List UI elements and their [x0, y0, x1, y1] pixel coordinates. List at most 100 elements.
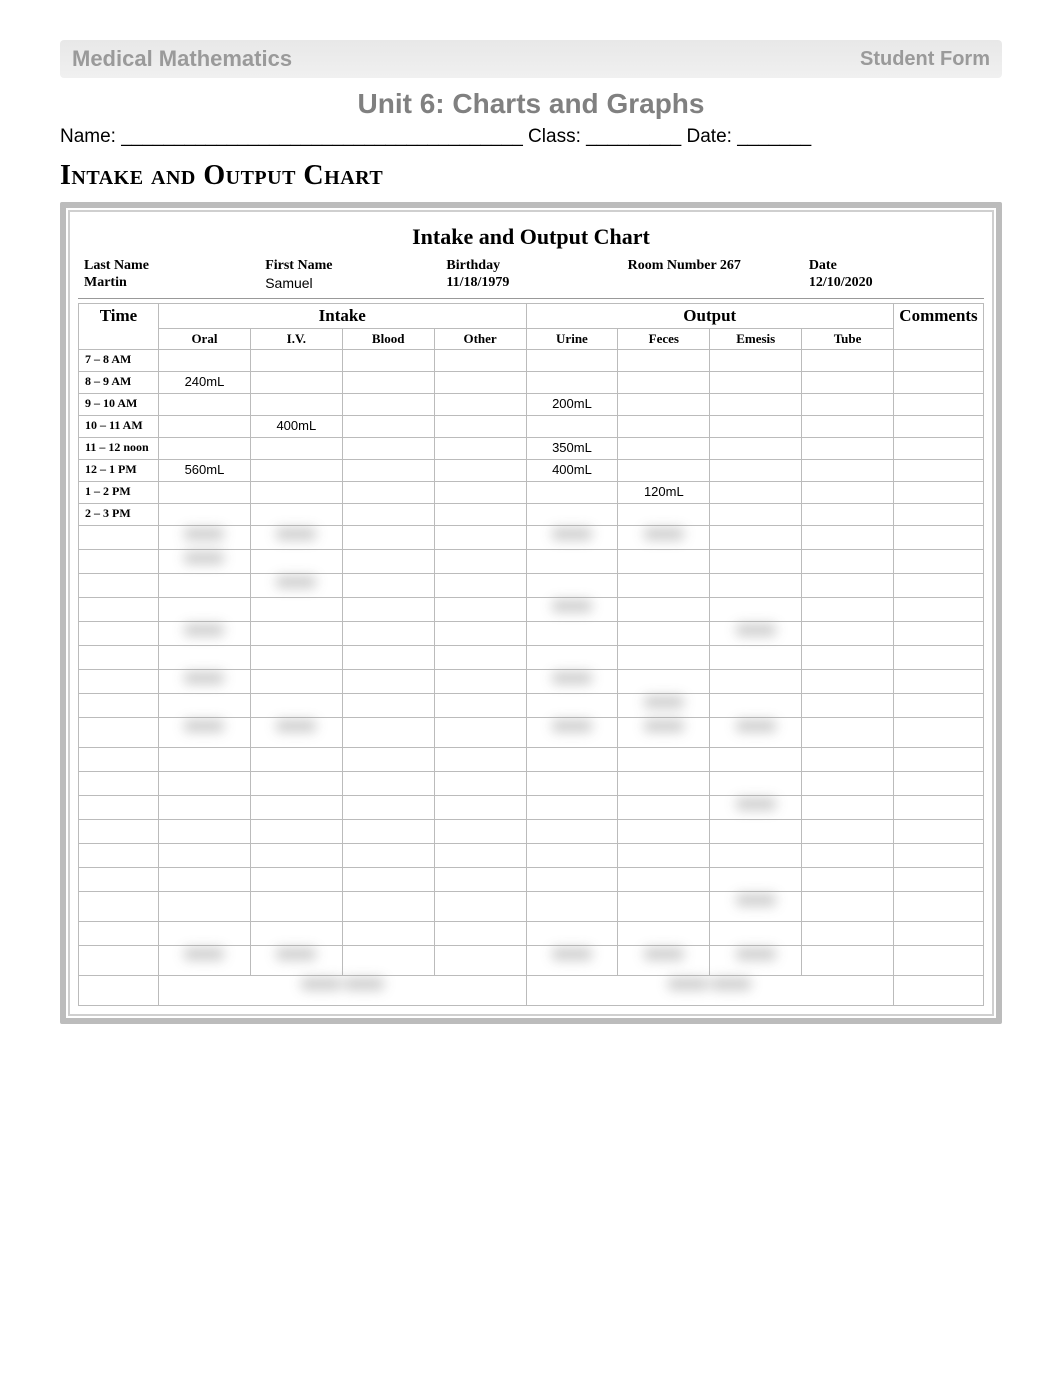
col-blood: Blood [342, 328, 434, 349]
blood-cell [342, 371, 434, 393]
date-label: Date [809, 258, 978, 275]
feces-cell [618, 393, 710, 415]
tube-cell [802, 459, 894, 481]
oral-cell [159, 503, 251, 525]
tube-cell [802, 415, 894, 437]
patient-info-row: Last Name Martin First Name Samuel Birth… [78, 258, 984, 299]
urine-cell [526, 371, 618, 393]
oral-cell [159, 437, 251, 459]
blood-cell [342, 349, 434, 371]
urine-cell: 350mL [526, 437, 618, 459]
col-comments: Comments [894, 303, 984, 349]
intake-output-table: Time Intake Output Comments Oral I.V. Bl… [78, 303, 984, 1006]
iv-cell [250, 459, 342, 481]
form-name-class-date: Name: __________________________________… [60, 126, 1002, 148]
iv-cell [250, 437, 342, 459]
col-output: Output [526, 303, 894, 328]
time-cell: 9 – 10 AM [79, 393, 159, 415]
col-oral: Oral [159, 328, 251, 349]
feces-cell [618, 437, 710, 459]
last-name-value: Martin [84, 275, 253, 292]
urine-cell [526, 415, 618, 437]
oral-cell [159, 349, 251, 371]
feces-cell [618, 371, 710, 393]
tube-cell [802, 437, 894, 459]
tube-cell [802, 481, 894, 503]
blood-cell [342, 437, 434, 459]
table-row: 11 – 12 noon 350mL [79, 437, 984, 459]
other-cell [434, 503, 526, 525]
iv-cell [250, 393, 342, 415]
feces-cell [618, 459, 710, 481]
first-name-label: First Name [265, 258, 434, 275]
emesis-cell [710, 371, 802, 393]
col-feces: Feces [618, 328, 710, 349]
col-time: Time [79, 303, 159, 349]
birthday-label: Birthday [446, 258, 615, 275]
obscured-rows [79, 525, 984, 1005]
chart-title: Intake and Output Chart [78, 224, 984, 250]
comments-cell [894, 371, 984, 393]
tube-cell [802, 393, 894, 415]
other-cell [434, 415, 526, 437]
comments-cell [894, 503, 984, 525]
col-emesis: Emesis [710, 328, 802, 349]
blood-cell [342, 481, 434, 503]
iv-cell: 400mL [250, 415, 342, 437]
comments-cell [894, 437, 984, 459]
chart-container: Intake and Output Chart Last Name Martin… [60, 202, 1002, 1024]
time-cell: 8 – 9 AM [79, 371, 159, 393]
emesis-cell [710, 393, 802, 415]
other-cell [434, 437, 526, 459]
tube-cell [802, 371, 894, 393]
feces-cell: 120mL [618, 481, 710, 503]
col-other: Other [434, 328, 526, 349]
col-iv: I.V. [250, 328, 342, 349]
iv-cell [250, 349, 342, 371]
unit-title: Unit 6: Charts and Graphs [60, 88, 1002, 120]
first-name-value: Samuel [265, 275, 434, 291]
table-row: 1 – 2 PM120mL [79, 481, 984, 503]
comments-cell [894, 415, 984, 437]
iv-cell [250, 503, 342, 525]
blood-cell [342, 415, 434, 437]
urine-cell: 400mL [526, 459, 618, 481]
blood-cell [342, 459, 434, 481]
table-row: 9 – 10 AM 200mL [79, 393, 984, 415]
time-cell: 7 – 8 AM [79, 349, 159, 371]
col-intake: Intake [159, 303, 527, 328]
table-row: 8 – 9 AM240mL [79, 371, 984, 393]
other-cell [434, 371, 526, 393]
table-row: 12 – 1 PM560mL400mL [79, 459, 984, 481]
urine-cell [526, 481, 618, 503]
oral-cell [159, 393, 251, 415]
section-heading: Intake and Output Chart [60, 160, 1002, 192]
feces-cell [618, 415, 710, 437]
header-left: Medical Mathematics [72, 46, 292, 72]
tube-cell [802, 349, 894, 371]
col-urine: Urine [526, 328, 618, 349]
page-header: Medical Mathematics Student Form [60, 40, 1002, 78]
other-cell [434, 393, 526, 415]
emesis-cell [710, 437, 802, 459]
col-tube: Tube [802, 328, 894, 349]
table-row: 10 – 11 AM400mL [79, 415, 984, 437]
oral-cell [159, 415, 251, 437]
date-value: 12/10/2020 [809, 275, 978, 292]
tube-cell [802, 503, 894, 525]
comments-cell [894, 459, 984, 481]
time-cell: 11 – 12 noon [79, 437, 159, 459]
urine-cell [526, 503, 618, 525]
blood-cell [342, 393, 434, 415]
oral-cell: 240mL [159, 371, 251, 393]
emesis-cell [710, 459, 802, 481]
emesis-cell [710, 415, 802, 437]
blood-cell [342, 503, 434, 525]
other-cell [434, 481, 526, 503]
urine-cell: 200mL [526, 393, 618, 415]
other-cell [434, 349, 526, 371]
birthday-value: 11/18/1979 [446, 275, 615, 292]
last-name-label: Last Name [84, 258, 253, 275]
comments-cell [894, 349, 984, 371]
table-row: 2 – 3 PM [79, 503, 984, 525]
